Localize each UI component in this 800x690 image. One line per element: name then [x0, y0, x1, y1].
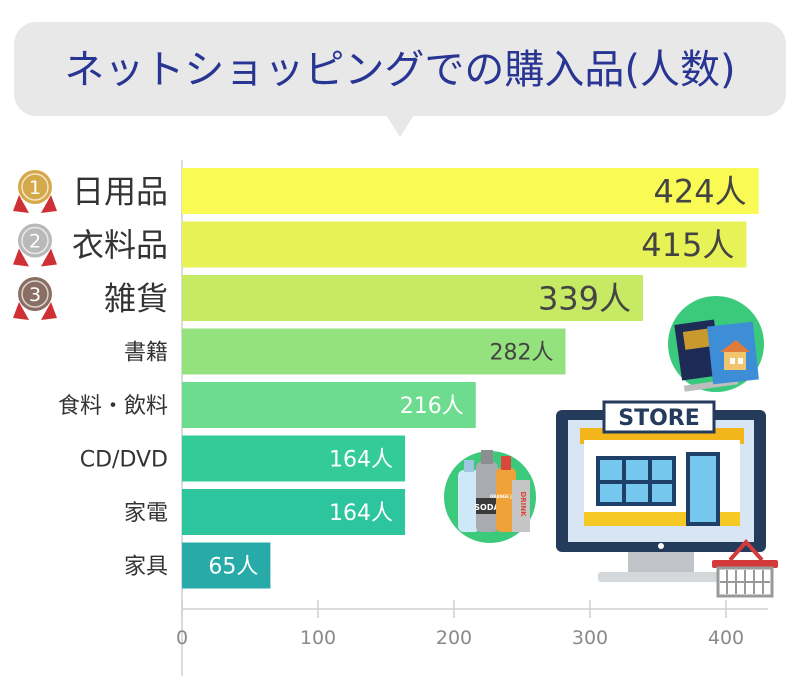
bar-7 [182, 542, 271, 589]
category-label-6: 家電 [124, 501, 168, 526]
medal-ribbon-left-1 [13, 248, 29, 267]
medal-ribbon-left-0 [13, 195, 29, 213]
value-label-3: 282人 [490, 340, 554, 365]
category-label-3: 書籍 [124, 340, 168, 365]
bar-4 [182, 382, 476, 428]
medal-1 [18, 223, 52, 258]
x-tick-label-0: 0 [176, 627, 188, 649]
medal-ribbon-right-0 [41, 195, 57, 213]
rank-medals: 1 2 3 [13, 170, 57, 320]
x-tick-label-4: 400 [708, 627, 744, 649]
x-tick-label-2: 200 [436, 627, 472, 649]
category-label-1: 衣料品 [72, 226, 168, 264]
medal-ribbon-right-1 [41, 248, 57, 267]
value-label-2: 339人 [538, 280, 631, 318]
drink-label-soda: SODA [474, 503, 500, 512]
value-label-6: 164人 [329, 501, 393, 526]
online-store-icon: STORE [556, 400, 766, 582]
medal-ring-2 [21, 280, 49, 308]
x-tick-label-1: 100 [300, 627, 336, 649]
drinks-icon: SODA ORANGE JUICE DRINK [444, 450, 536, 543]
category-label-5: CD/DVD [80, 447, 168, 472]
medal-ring-1 [21, 226, 49, 255]
value-label-4: 216人 [400, 394, 464, 419]
value-label-1: 415人 [641, 226, 734, 264]
category-label-7: 家具 [124, 554, 168, 579]
books-icon [668, 296, 764, 392]
bar-1 [182, 221, 747, 268]
category-label-2: 雑貨 [104, 280, 168, 318]
medal-0 [18, 170, 52, 204]
medal-ring-0 [21, 173, 49, 201]
medal-ribbon-left-2 [13, 302, 29, 320]
medal-number-2: 3 [29, 284, 41, 306]
value-label-7: 65人 [208, 554, 258, 579]
chart-title: ネットショッピングでの購入品(人数) [64, 47, 735, 93]
category-label-4: 食料・飲料 [58, 394, 168, 419]
value-labels: 424人 415人 339人 282人 216人 164人 164人 65人 [208, 173, 746, 580]
drink-label-juice: ORANGE JUICE [490, 494, 522, 499]
x-tick-label-3: 300 [572, 627, 608, 649]
category-label-0: 日用品 [72, 173, 168, 211]
bar-5 [182, 435, 406, 482]
bar-3 [182, 328, 566, 375]
shopping-basket-icon [712, 538, 778, 598]
medal-number-0: 1 [29, 177, 41, 199]
bar-6 [182, 489, 406, 535]
drink-label-drink: DRINK [519, 491, 527, 517]
value-label-0: 424人 [654, 173, 747, 211]
bar-series [182, 168, 759, 589]
medal-ribbon-right-2 [41, 302, 57, 320]
store-sign: STORE [618, 406, 700, 431]
value-label-5: 164人 [329, 447, 393, 472]
title-bubble: ネットショッピングでの購入品(人数) [14, 22, 786, 137]
bar-0 [182, 168, 759, 214]
medal-2 [18, 277, 52, 311]
bar-2 [182, 275, 644, 321]
medal-number-1: 2 [29, 231, 41, 253]
